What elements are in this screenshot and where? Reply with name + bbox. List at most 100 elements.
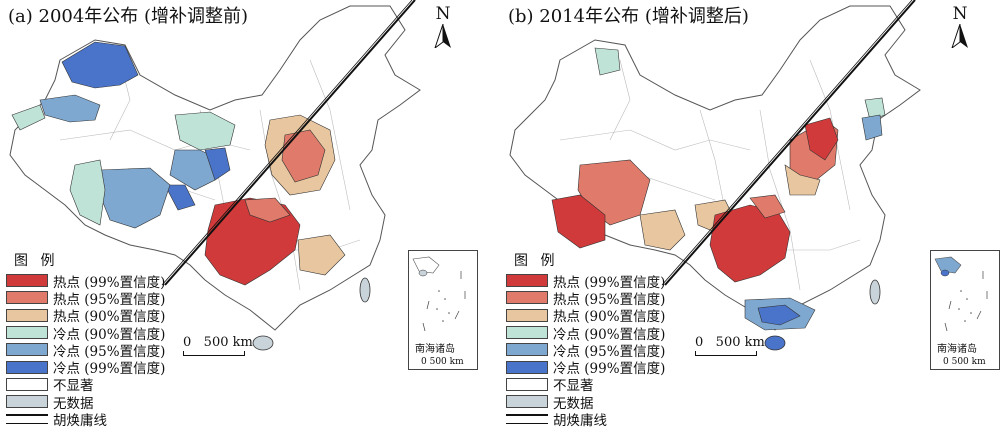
region-hot95-n bbox=[281, 129, 326, 183]
legend-item: 热点 (90%置信度) bbox=[506, 307, 666, 326]
north-arrow: N bbox=[428, 4, 458, 48]
legend-item: 不显著 bbox=[506, 376, 665, 395]
legend-swatch bbox=[506, 326, 548, 340]
hainan-island bbox=[252, 335, 274, 351]
north-arrow-icon bbox=[434, 24, 451, 48]
region-hot90-sw bbox=[639, 209, 686, 251]
legend-label: 无数据 bbox=[53, 395, 94, 412]
legend-item: 冷点 (90%置信度) bbox=[6, 324, 166, 343]
region-hot99-n bbox=[804, 117, 839, 161]
legend-swatch bbox=[6, 291, 48, 305]
region-cold99-c bbox=[204, 147, 231, 181]
legend-item: 无数据 bbox=[506, 393, 665, 412]
legend-label: 热点 (90%置信度) bbox=[553, 309, 666, 326]
legend-item: 热点 (90%置信度) bbox=[6, 307, 166, 326]
region-hot95-c bbox=[244, 197, 291, 223]
inset-label: 南海诸岛 bbox=[937, 344, 977, 355]
legend-item: 胡焕庸线 bbox=[506, 410, 665, 429]
legend-swatch bbox=[506, 360, 548, 374]
legend-item: 热点 (95%置信度) bbox=[506, 289, 666, 308]
legend-item: 冷点 (90%置信度) bbox=[506, 324, 666, 343]
inset-map bbox=[412, 256, 466, 332]
panel-title: (a) 2004年公布 (增补调整前) bbox=[8, 6, 249, 27]
legend-swatch bbox=[6, 274, 48, 288]
legend-item: 热点 (99%置信度) bbox=[6, 272, 166, 291]
legend-label: 胡焕庸线 bbox=[553, 413, 607, 429]
taiwan-island bbox=[359, 277, 371, 303]
legend-item: 冷点 (95%置信度) bbox=[506, 341, 666, 360]
region-cold90-sw bbox=[69, 159, 106, 226]
legend-swatch bbox=[506, 395, 548, 409]
hu-line bbox=[164, 0, 416, 286]
legend-swatch bbox=[6, 377, 48, 391]
legend-label: 热点 (99%置信度) bbox=[553, 274, 666, 291]
legend-item: 胡焕庸线 bbox=[6, 410, 165, 429]
north-label: N bbox=[952, 4, 968, 24]
legend-swatch bbox=[6, 360, 48, 374]
taiwan-island bbox=[869, 279, 881, 305]
legend-label: 不显著 bbox=[553, 378, 594, 395]
legend-swatch bbox=[506, 274, 548, 288]
panel-title: (b) 2014年公布 (增补调整后) bbox=[508, 6, 749, 27]
legend-swatch bbox=[6, 414, 48, 425]
legend-item: 冷点 (99%置信度) bbox=[506, 358, 666, 378]
scale-bar: 0 500 km bbox=[695, 335, 765, 356]
region-hot90-n bbox=[784, 164, 821, 196]
legend-label: 无数据 bbox=[553, 395, 594, 412]
region-cold90-w bbox=[11, 104, 46, 131]
legend-item: 不显著 bbox=[6, 376, 165, 394]
north-label: N bbox=[435, 4, 451, 24]
region-hot90-se bbox=[297, 234, 346, 276]
legend-label: 胡焕庸线 bbox=[53, 413, 107, 429]
scale-label: 0 500 km bbox=[183, 335, 253, 350]
legend-title: 图 例 bbox=[14, 253, 59, 269]
china-outline bbox=[509, 5, 921, 331]
legend-label: 热点 (90%置信度) bbox=[53, 309, 166, 326]
panel-b: (b) 2014年公布 (增补调整后) N 图 例 热点 (99%置信度) 热点… bbox=[500, 0, 1000, 429]
region-cold95-ne bbox=[861, 114, 883, 141]
region-hot99-w bbox=[551, 194, 606, 249]
north-arrow: N bbox=[945, 4, 975, 48]
legend-label: 热点 (99%置信度) bbox=[53, 274, 166, 291]
inset-scale: 0 500 km bbox=[421, 357, 464, 367]
legend-item: 冷点 (99%置信度) bbox=[6, 358, 166, 378]
legend-item: 热点 (95%置信度) bbox=[6, 289, 165, 308]
legend-swatch bbox=[6, 343, 48, 357]
legend-swatch bbox=[506, 343, 548, 357]
region-hot95-c bbox=[749, 194, 786, 219]
legend-label: 冷点 (90%置信度) bbox=[553, 326, 666, 343]
region-cold90-n bbox=[174, 111, 236, 151]
legend-swatch bbox=[506, 291, 548, 305]
hainan-island bbox=[764, 335, 786, 351]
south-china-sea-inset: 南海诸岛 0 500 km bbox=[930, 250, 1000, 370]
south-china-sea-inset: 南海诸岛 0 500 km bbox=[408, 250, 478, 370]
region-cold95-nw bbox=[39, 94, 101, 123]
legend-label: 冷点 (99%置信度) bbox=[53, 361, 166, 378]
legend-item: 热点 (99%置信度) bbox=[506, 272, 666, 291]
region-cold99-nw bbox=[61, 41, 139, 89]
legend-label: 冷点 (95%置信度) bbox=[53, 343, 166, 360]
region-cold99-s bbox=[757, 304, 801, 326]
china-map-2004 bbox=[9, 0, 421, 351]
legend-title: 图 例 bbox=[514, 253, 559, 269]
legend-swatch bbox=[6, 395, 48, 409]
legend-label: 冷点 (99%置信度) bbox=[553, 361, 666, 378]
legend-swatch bbox=[6, 326, 48, 340]
legend-item: 冷点 (95%置信度) bbox=[6, 341, 166, 360]
panel-a: (a) 2004年公布 (增补调整前) N 图 例 热点 (99%置信度) 热点… bbox=[0, 0, 500, 429]
inset-map bbox=[934, 256, 988, 332]
legend-swatch bbox=[506, 377, 548, 391]
north-arrow-icon bbox=[951, 24, 968, 48]
legend-label: 冷点 (95%置信度) bbox=[553, 343, 666, 360]
legend-swatch bbox=[506, 308, 548, 322]
legend-label: 冷点 (90%置信度) bbox=[53, 326, 166, 343]
region-cold99-c2 bbox=[164, 184, 196, 211]
legend-label: 热点 (95%置信度) bbox=[553, 291, 666, 308]
legend-swatch bbox=[506, 414, 548, 425]
china-map-2014 bbox=[509, 0, 921, 351]
legend-swatch bbox=[6, 308, 48, 322]
scale-bar: 0 500 km bbox=[183, 335, 253, 356]
scale-label: 0 500 km bbox=[695, 335, 765, 350]
inset-label: 南海诸岛 bbox=[415, 344, 455, 355]
legend-item: 无数据 bbox=[6, 393, 165, 412]
